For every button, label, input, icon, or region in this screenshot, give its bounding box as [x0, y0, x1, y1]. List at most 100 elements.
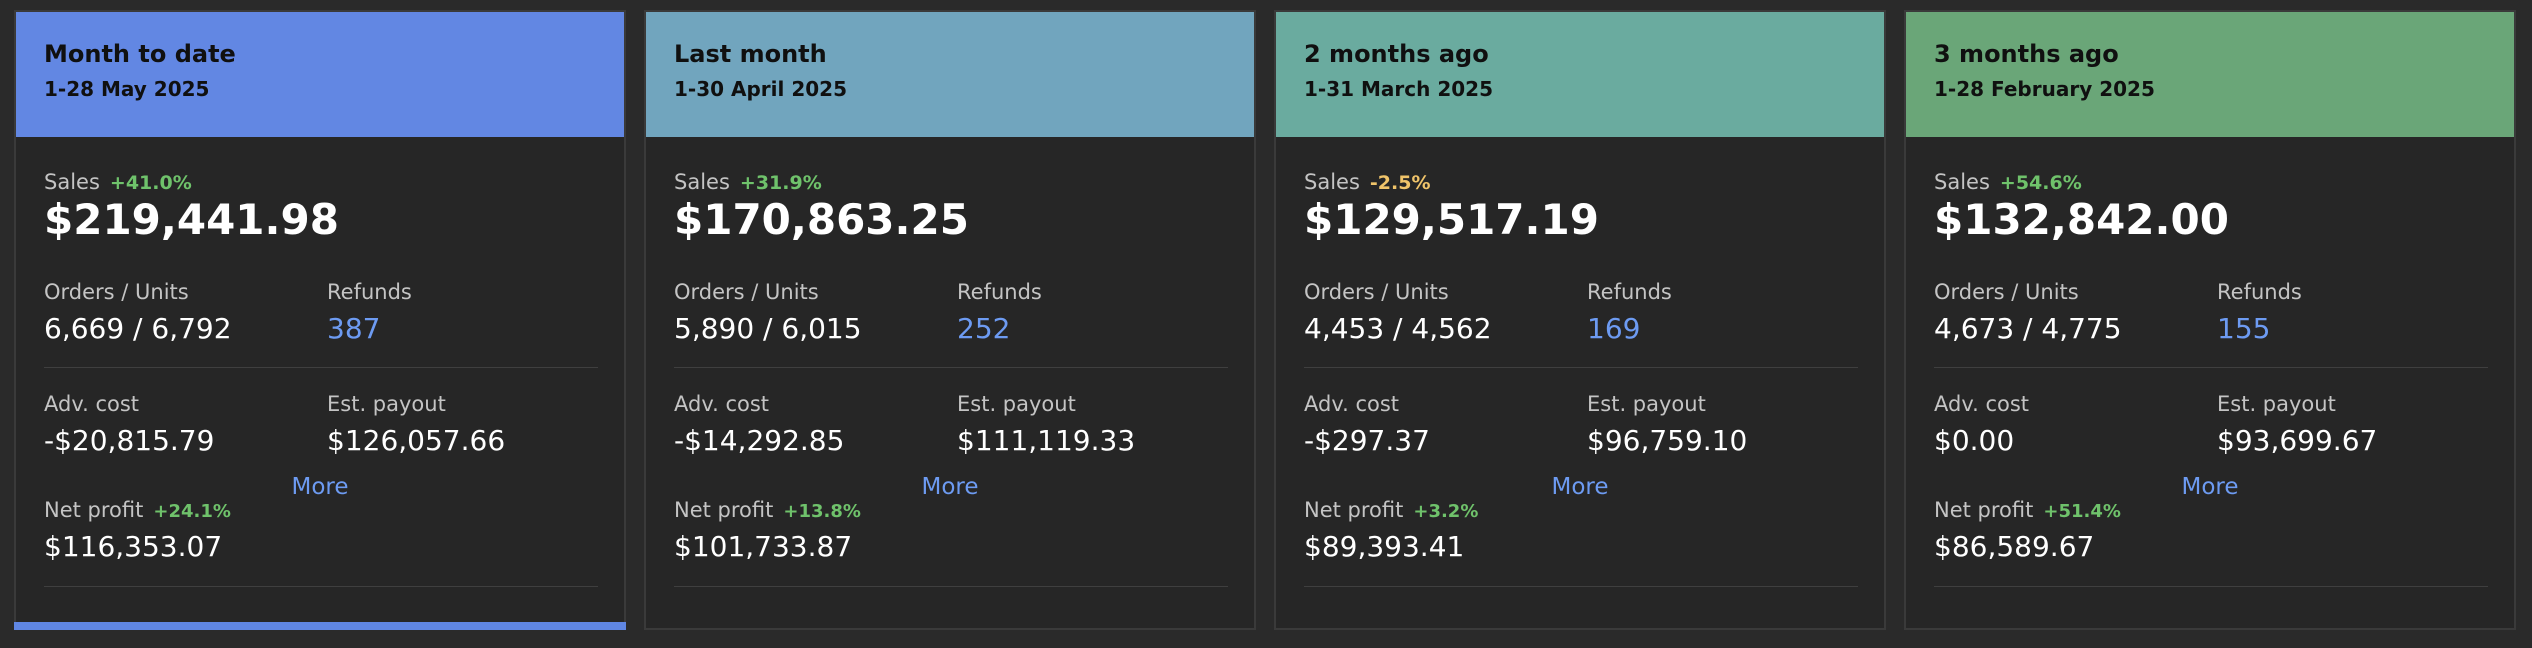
orders-units-metric: Orders / Units 6,669 / 6,792: [44, 279, 232, 347]
card-date-range: 1-28 February 2025: [1934, 77, 2155, 101]
net-profit-label: Net profit: [674, 498, 774, 522]
divider: [1304, 586, 1858, 587]
adv-cost-label: Adv. cost: [674, 392, 770, 416]
refunds-label: Refunds: [2217, 280, 2302, 304]
sales-value: $132,842.00: [1934, 195, 2229, 244]
adv-cost-value: -$14,292.85: [674, 424, 845, 457]
refunds-label: Refunds: [1587, 280, 1672, 304]
est-payout-metric: Est. payout $111,119.33: [957, 391, 1135, 459]
net-profit-metric: Net profit +13.8% $101,733.87: [674, 497, 861, 565]
card-title: 3 months ago: [1934, 40, 2119, 68]
sales-label: Sales: [1934, 170, 1990, 194]
sales-label-row: Sales +31.9%: [674, 169, 822, 195]
period-card-3-months-ago[interactable]: 3 months ago 1-28 February 2025 Sales +54…: [1904, 10, 2516, 630]
sales-delta: +31.9%: [739, 172, 822, 194]
adv-cost-label: Adv. cost: [1934, 392, 2030, 416]
orders-units-metric: Orders / Units 5,890 / 6,015: [674, 279, 862, 347]
est-payout-metric: Est. payout $96,759.10: [1587, 391, 1747, 459]
orders-units-label: Orders / Units: [44, 280, 189, 304]
net-profit-value: $89,393.41: [1304, 530, 1465, 563]
card-date-range: 1-30 April 2025: [674, 77, 848, 101]
card-header: Month to date 1-28 May 2025: [16, 12, 624, 137]
card-title: Month to date: [44, 40, 236, 68]
sales-label-row: Sales +41.0%: [44, 169, 192, 195]
est-payout-label: Est. payout: [957, 392, 1076, 416]
refunds-metric: Refunds 169: [1587, 279, 1672, 347]
adv-cost-metric: Adv. cost -$14,292.85: [674, 391, 844, 459]
divider: [1304, 367, 1858, 368]
more-link[interactable]: More: [291, 474, 349, 500]
orders-units-label: Orders / Units: [1304, 280, 1449, 304]
orders-units-label: Orders / Units: [1934, 280, 2079, 304]
net-profit-delta: +51.4%: [2043, 501, 2121, 522]
sales-delta: -2.5%: [1369, 172, 1431, 194]
est-payout-value: $111,119.33: [957, 424, 1136, 457]
net-profit-metric: Net profit +3.2% $89,393.41: [1304, 497, 1478, 565]
card-date-range: 1-31 March 2025: [1304, 77, 1493, 101]
card-header: 2 months ago 1-31 March 2025: [1276, 12, 1884, 137]
est-payout-metric: Est. payout $93,699.67: [2217, 391, 2377, 459]
sales-delta: +41.0%: [109, 172, 192, 194]
net-profit-value: $116,353.07: [44, 530, 223, 563]
net-profit-delta: +13.8%: [783, 501, 861, 522]
est-payout-label: Est. payout: [1587, 392, 1706, 416]
divider: [674, 586, 1228, 587]
adv-cost-metric: Adv. cost -$297.37: [1304, 391, 1430, 459]
refunds-label: Refunds: [327, 280, 412, 304]
orders-units-metric: Orders / Units 4,453 / 4,562: [1304, 279, 1492, 347]
net-profit-delta: +24.1%: [153, 501, 231, 522]
refunds-metric: Refunds 387: [327, 279, 412, 347]
sales-value: $219,441.98: [44, 195, 339, 244]
net-profit-label: Net profit: [1934, 498, 2034, 522]
refunds-link[interactable]: 252: [957, 312, 1011, 345]
adv-cost-label: Adv. cost: [1304, 392, 1400, 416]
adv-cost-value: $0.00: [1934, 424, 2015, 457]
net-profit-label: Net profit: [44, 498, 144, 522]
sales-delta: +54.6%: [1999, 172, 2082, 194]
period-card-2-months-ago[interactable]: 2 months ago 1-31 March 2025 Sales -2.5% …: [1274, 10, 1886, 630]
sales-label-row: Sales +54.6%: [1934, 169, 2082, 195]
adv-cost-value: -$297.37: [1304, 424, 1430, 457]
orders-units-metric: Orders / Units 4,673 / 4,775: [1934, 279, 2122, 347]
net-profit-metric: Net profit +24.1% $116,353.07: [44, 497, 231, 565]
refunds-link[interactable]: 169: [1587, 312, 1641, 345]
refunds-link[interactable]: 387: [327, 312, 381, 345]
adv-cost-metric: Adv. cost -$20,815.79: [44, 391, 214, 459]
adv-cost-value: -$20,815.79: [44, 424, 215, 457]
divider: [44, 586, 598, 587]
est-payout-label: Est. payout: [2217, 392, 2336, 416]
net-profit-metric: Net profit +51.4% $86,589.67: [1934, 497, 2121, 565]
refunds-label: Refunds: [957, 280, 1042, 304]
orders-units-label: Orders / Units: [674, 280, 819, 304]
period-card-month-to-date[interactable]: Month to date 1-28 May 2025 Sales +41.0% …: [14, 10, 626, 630]
orders-units-value: 5,890 / 6,015: [674, 312, 862, 345]
card-title: 2 months ago: [1304, 40, 1489, 68]
adv-cost-label: Adv. cost: [44, 392, 140, 416]
more-link[interactable]: More: [2181, 474, 2239, 500]
sales-label: Sales: [44, 170, 100, 194]
est-payout-value: $126,057.66: [327, 424, 506, 457]
refunds-metric: Refunds 155: [2217, 279, 2302, 347]
net-profit-value: $86,589.67: [1934, 530, 2095, 563]
est-payout-label: Est. payout: [327, 392, 446, 416]
est-payout-value: $96,759.10: [1587, 424, 1748, 457]
more-link[interactable]: More: [1551, 474, 1609, 500]
refunds-metric: Refunds 252: [957, 279, 1042, 347]
divider: [1934, 367, 2488, 368]
sales-label: Sales: [674, 170, 730, 194]
sales-value: $170,863.25: [674, 195, 969, 244]
net-profit-label: Net profit: [1304, 498, 1404, 522]
divider: [1934, 586, 2488, 587]
net-profit-value: $101,733.87: [674, 530, 853, 563]
est-payout-value: $93,699.67: [2217, 424, 2378, 457]
more-link[interactable]: More: [921, 474, 979, 500]
card-date-range: 1-28 May 2025: [44, 77, 210, 101]
card-title: Last month: [674, 40, 827, 68]
period-card-last-month[interactable]: Last month 1-30 April 2025 Sales +31.9% $…: [644, 10, 1256, 630]
net-profit-delta: +3.2%: [1413, 501, 1479, 522]
refunds-link[interactable]: 155: [2217, 312, 2271, 345]
sales-value: $129,517.19: [1304, 195, 1599, 244]
adv-cost-metric: Adv. cost $0.00: [1934, 391, 2029, 459]
divider: [674, 367, 1228, 368]
